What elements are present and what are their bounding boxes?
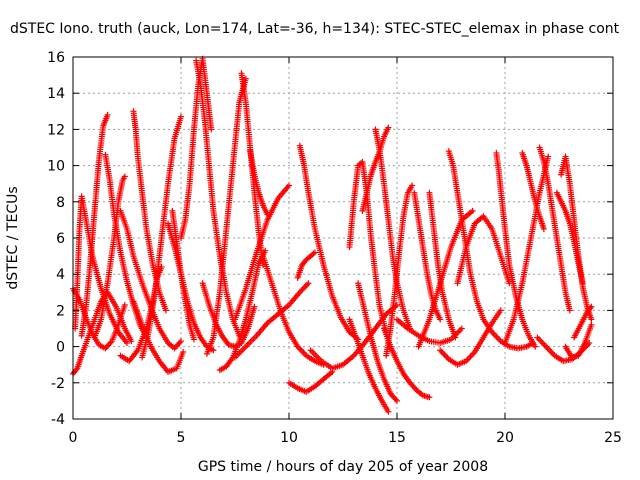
- y-tick-label: 4: [56, 267, 65, 283]
- y-tick-label: 16: [47, 50, 65, 66]
- data-point: [530, 339, 537, 346]
- series-42: [480, 316, 537, 352]
- series-49: [562, 321, 595, 361]
- series-24: [294, 249, 318, 281]
- series-35: [426, 189, 459, 341]
- series-25: [296, 142, 362, 343]
- data-point: [286, 182, 292, 189]
- y-tick-label: 8: [56, 195, 65, 211]
- data-point: [588, 321, 595, 328]
- tick-labels: 0 5 10 15 20 25 -4 -2 0 2 4 6 8 10 12 14 16: [47, 50, 622, 446]
- data-point: [458, 325, 465, 332]
- data-point: [385, 124, 392, 131]
- data-point: [588, 303, 595, 310]
- series-21: [232, 182, 292, 323]
- data-point: [426, 394, 433, 401]
- data-point: [545, 153, 552, 160]
- data-point: [162, 307, 169, 314]
- data-point: [158, 263, 165, 270]
- series-9: [139, 113, 184, 361]
- series-7: [130, 108, 169, 314]
- y-tick-label: -4: [51, 412, 65, 428]
- series-48: [558, 153, 595, 323]
- series-2: [72, 193, 130, 346]
- series-37: [415, 207, 476, 350]
- y-tick-label: 2: [56, 303, 65, 319]
- series-32: [381, 325, 433, 401]
- y-axis-label: dSTEC / TECUs: [5, 186, 21, 289]
- x-tick-label: 20: [496, 430, 514, 446]
- y-tick-label: 14: [47, 86, 65, 102]
- series-28: [355, 280, 400, 404]
- data-point: [469, 207, 476, 214]
- data-point: [262, 247, 269, 254]
- series-23: [286, 368, 336, 395]
- data-point: [208, 126, 215, 133]
- data-point: [311, 249, 318, 256]
- series-39: [437, 307, 504, 368]
- y-tick-label: 12: [47, 122, 65, 138]
- data-point: [305, 280, 312, 287]
- series-45: [536, 144, 573, 314]
- x-axis-label: GPS time / hours of day 205 of year 2008: [198, 459, 488, 475]
- x-tick-label: 0: [69, 430, 78, 446]
- data-point: [242, 75, 249, 82]
- data-point: [251, 303, 258, 310]
- series-5: [91, 173, 128, 341]
- series-3: [78, 111, 111, 339]
- data-point: [588, 316, 595, 323]
- data-point: [178, 113, 184, 120]
- data-point: [128, 338, 135, 345]
- x-tick-label: 15: [388, 430, 406, 446]
- series-13: [178, 55, 215, 241]
- x-tick-label: 10: [280, 430, 298, 446]
- data-point: [124, 339, 130, 346]
- data-point: [497, 307, 504, 314]
- series-15: [203, 75, 249, 357]
- data-point: [385, 408, 392, 415]
- data-point: [532, 343, 539, 350]
- data-point: [121, 173, 128, 180]
- series-36: [394, 316, 465, 346]
- series-11: [130, 298, 187, 375]
- series-44: [519, 149, 547, 232]
- series-40: [454, 213, 513, 287]
- y-tick-label: -2: [51, 376, 65, 392]
- data-point: [190, 336, 197, 343]
- tick-marks: [72, 56, 614, 420]
- data-point: [104, 111, 111, 118]
- series-12: [169, 207, 197, 343]
- x-tick-label: 25: [604, 430, 622, 446]
- data-points: [70, 55, 595, 415]
- series-34: [411, 189, 444, 323]
- series-33: [383, 182, 416, 359]
- y-tick-label: 6: [56, 231, 65, 247]
- data-point: [73, 366, 80, 373]
- data-point: [394, 397, 400, 404]
- series-19: [199, 280, 258, 350]
- data-point: [540, 225, 547, 232]
- data-point: [566, 307, 573, 314]
- y-tick-label: 0: [56, 340, 65, 356]
- series-20: [232, 280, 312, 361]
- series-31: [372, 126, 413, 332]
- data-point: [121, 301, 128, 308]
- series-50: [571, 303, 595, 341]
- x-tick-label: 5: [177, 430, 186, 446]
- data-point: [587, 305, 594, 312]
- chart-title: dSTEC Iono. truth (auck, Lon=174, Lat=-3…: [10, 21, 620, 37]
- data-point: [409, 182, 416, 189]
- data-point: [178, 338, 184, 345]
- data-point: [180, 349, 187, 356]
- series-38: [445, 148, 487, 323]
- data-point: [437, 316, 444, 323]
- series-29: [346, 316, 392, 415]
- y-tick-label: 10: [47, 159, 65, 175]
